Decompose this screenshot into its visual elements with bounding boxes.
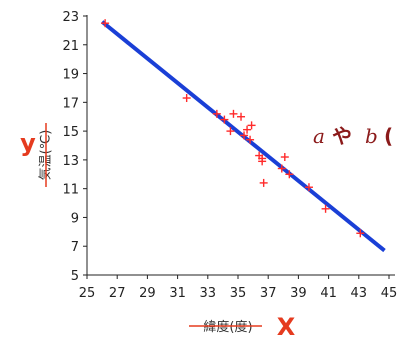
y-tick-label: 15 bbox=[62, 125, 79, 140]
y-tick-label: 21 bbox=[62, 39, 79, 54]
y-tick-label: 23 bbox=[62, 10, 79, 25]
regression-line bbox=[100, 20, 386, 253]
y-tick-label: 11 bbox=[62, 183, 79, 198]
x-tick-label: 25 bbox=[79, 286, 96, 301]
data-point bbox=[247, 121, 256, 130]
data-point bbox=[356, 229, 365, 238]
y-tick-label: 19 bbox=[62, 68, 79, 83]
data-point bbox=[258, 154, 267, 163]
x-letter: X bbox=[277, 313, 296, 337]
data-point bbox=[259, 178, 268, 187]
data-point bbox=[285, 170, 294, 179]
data-point bbox=[226, 127, 235, 136]
data-point bbox=[321, 204, 330, 213]
data-point bbox=[182, 94, 191, 103]
y-tick-label: 9 bbox=[71, 211, 79, 226]
y-tick-label: 13 bbox=[62, 154, 79, 169]
x-tick-label: 31 bbox=[169, 286, 186, 301]
x-tick-label: 29 bbox=[139, 286, 156, 301]
annotation-paren: ( bbox=[384, 124, 393, 148]
x-tick-label: 37 bbox=[260, 286, 277, 301]
annotation-ya: や bbox=[332, 124, 352, 148]
data-point bbox=[243, 125, 252, 134]
x-tick-label: 39 bbox=[290, 286, 307, 301]
y-axis-ticks: 5 7 9 11 13 15 17 19 21 23 bbox=[62, 10, 87, 284]
x-tick-label: 33 bbox=[200, 286, 217, 301]
data-point bbox=[229, 109, 238, 118]
data-point bbox=[240, 131, 249, 140]
y-tick-label: 7 bbox=[71, 240, 79, 255]
y-tick-label: 5 bbox=[71, 269, 79, 284]
annotation-a: a bbox=[313, 124, 325, 148]
x-tick-label: 35 bbox=[230, 286, 247, 301]
x-tick-label: 27 bbox=[109, 286, 126, 301]
x-tick-label: 45 bbox=[381, 286, 398, 301]
data-points bbox=[101, 19, 365, 238]
data-point bbox=[212, 109, 221, 118]
data-point bbox=[220, 115, 229, 124]
data-point bbox=[277, 164, 286, 173]
y-letter: y bbox=[20, 129, 36, 157]
data-point bbox=[280, 153, 289, 162]
x-tick-label: 41 bbox=[320, 286, 337, 301]
x-tick-label: 43 bbox=[351, 286, 368, 301]
y-axis-label-group: 気温(℃) bbox=[38, 123, 54, 187]
data-point bbox=[237, 112, 246, 121]
x-axis-label: 緯度(度) bbox=[203, 319, 252, 335]
annotation-b: b bbox=[365, 124, 378, 148]
data-point bbox=[246, 135, 255, 144]
x-axis-ticks: 25 27 29 31 33 35 37 39 41 43 45 bbox=[79, 275, 398, 301]
data-point bbox=[304, 183, 313, 192]
y-tick-label: 17 bbox=[62, 96, 79, 111]
data-point bbox=[101, 19, 110, 28]
